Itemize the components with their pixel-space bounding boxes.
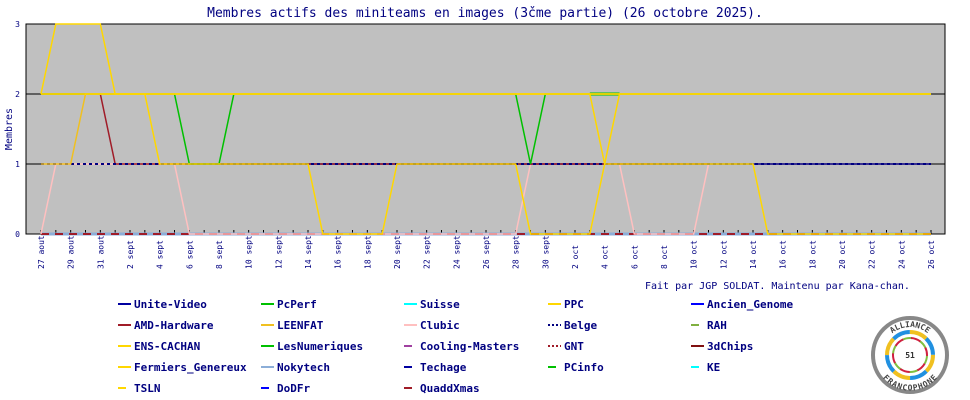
- x-tick-label: 6 sept: [185, 240, 194, 269]
- legend-item-techage: Techage: [404, 361, 467, 374]
- legend-label: QuaddXmas: [420, 382, 480, 395]
- legend-label: Belge: [564, 319, 597, 332]
- x-tick-label: 22 sept: [423, 235, 432, 269]
- legend-label: LesNumeriques: [277, 340, 363, 353]
- x-tick-label: 14 oct: [749, 240, 758, 269]
- legend-label: RAH: [707, 319, 727, 332]
- legend-label: Techage: [420, 361, 467, 374]
- x-tick-label: 26 oct: [927, 240, 936, 269]
- x-tick-label: 26 sept: [482, 235, 491, 269]
- legend-label: TSLN: [134, 382, 161, 395]
- legend-item-quaddxmas: QuaddXmas: [404, 382, 480, 395]
- legend-item-pcperf: PcPerf: [261, 298, 317, 311]
- legend-item-3dchips: 3dChips: [691, 340, 753, 353]
- y-axis-label: Membres: [4, 108, 15, 150]
- x-tick-label: 24 oct: [897, 240, 906, 269]
- x-tick-label: 10 oct: [690, 240, 699, 269]
- series-line-ppc: [40, 23, 931, 95]
- y-tick-label: 3: [15, 20, 20, 29]
- x-tick-label: 2 oct: [571, 245, 580, 269]
- legend-item-cooling-masters: Cooling-Masters: [404, 340, 519, 353]
- legend-item-ppc: PPC: [548, 298, 584, 311]
- legend-label: LEENFAT: [277, 319, 324, 332]
- x-tick-label: 4 oct: [601, 245, 610, 269]
- legend-label: Nokytech: [277, 361, 330, 374]
- legend-item-fermiers_genereux: Fermiers_Genereux: [118, 361, 247, 374]
- x-tick-label: 8 sept: [215, 240, 224, 269]
- x-tick-label: 30 sept: [541, 235, 550, 269]
- logo-center-text: 51: [905, 351, 915, 360]
- legend-label: Unite-Video: [134, 298, 207, 311]
- legend-label: DoDFr: [277, 382, 310, 395]
- x-tick-label: 4 sept: [156, 240, 165, 269]
- x-tick-label: 10 sept: [245, 235, 254, 269]
- x-tick-label: 31 aout: [96, 235, 105, 269]
- legend-label: KE: [707, 361, 720, 374]
- x-tick-label: 16 oct: [779, 240, 788, 269]
- legend-label: PPC: [564, 298, 584, 311]
- x-tick-label: 20 sept: [393, 235, 402, 269]
- legend-item-tsln: TSLN: [118, 382, 161, 395]
- x-tick-label: 18 sept: [363, 235, 372, 269]
- legend-item-rah: RAH: [691, 319, 727, 332]
- legend-label: ENS-CACHAN: [134, 340, 200, 353]
- legend-item-gnt: GNT: [548, 340, 584, 353]
- x-tick-label: 20 oct: [838, 240, 847, 269]
- x-tick-label: 16 sept: [334, 235, 343, 269]
- legend-label: PCinfo: [564, 361, 604, 374]
- legend-label: Clubic: [420, 319, 460, 332]
- legend-item-leenfat: LEENFAT: [261, 319, 324, 332]
- plot-area: [25, 23, 946, 235]
- legend-label: 3dChips: [707, 340, 753, 353]
- legend-item-ke: KE: [691, 361, 720, 374]
- alliance-francophone-logo: 51 ALLIANCE FRANCOPHONE: [871, 316, 949, 394]
- legend-item-ancien_genome: Ancien_Genome: [691, 298, 793, 311]
- x-tick-label: 12 sept: [274, 235, 283, 269]
- legend-item-pcinfo: PCinfo: [548, 361, 604, 374]
- x-tick-label: 29 aout: [67, 235, 76, 269]
- legend-label: AMD-Hardware: [134, 319, 214, 332]
- legend-item-clubic: Clubic: [404, 319, 460, 332]
- legend-item-belge: Belge: [548, 319, 597, 332]
- credit-text: Fait par JGP SOLDAT. Maintenu par Kana-c…: [645, 281, 910, 292]
- x-tick-label: 12 oct: [719, 240, 728, 269]
- legend-item-dodfr: DoDFr: [261, 382, 310, 395]
- x-tick-label: 24 sept: [452, 235, 461, 269]
- legend-label: Cooling-Masters: [420, 340, 519, 353]
- x-tick-label: 6 oct: [630, 245, 639, 269]
- x-tick-label: 8 oct: [660, 245, 669, 269]
- legend-item-suisse: Suisse: [404, 298, 460, 311]
- legend-label: Suisse: [420, 298, 460, 311]
- y-tick-label: 0: [15, 230, 20, 239]
- x-tick-label: 28 sept: [512, 235, 521, 269]
- legend-label: GNT: [564, 340, 584, 353]
- x-tick-label: 18 oct: [808, 240, 817, 269]
- y-tick-label: 1: [15, 160, 20, 169]
- x-tick-label: 14 sept: [304, 235, 313, 269]
- series-line-amd-hardware: [41, 93, 709, 165]
- legend-label: Ancien_Genome: [707, 298, 793, 311]
- legend-item-amd-hardware: AMD-Hardware: [118, 319, 214, 332]
- legend-item-lesnumeriques: LesNumeriques: [261, 340, 363, 353]
- legend-label: PcPerf: [277, 298, 317, 311]
- x-tick-label: 2 sept: [126, 240, 135, 269]
- legend-item-nokytech: Nokytech: [261, 361, 330, 374]
- legend-label: Fermiers_Genereux: [134, 361, 247, 374]
- legend-item-unite-video: Unite-Video: [118, 298, 207, 311]
- y-tick-label: 2: [15, 90, 20, 99]
- x-tick-label: 22 oct: [868, 240, 877, 269]
- chart-title: Membres actifs des miniteams en images (…: [207, 6, 763, 21]
- legend-item-ens-cachan: ENS-CACHAN: [118, 340, 200, 353]
- x-tick-label: 27 aout: [37, 235, 46, 269]
